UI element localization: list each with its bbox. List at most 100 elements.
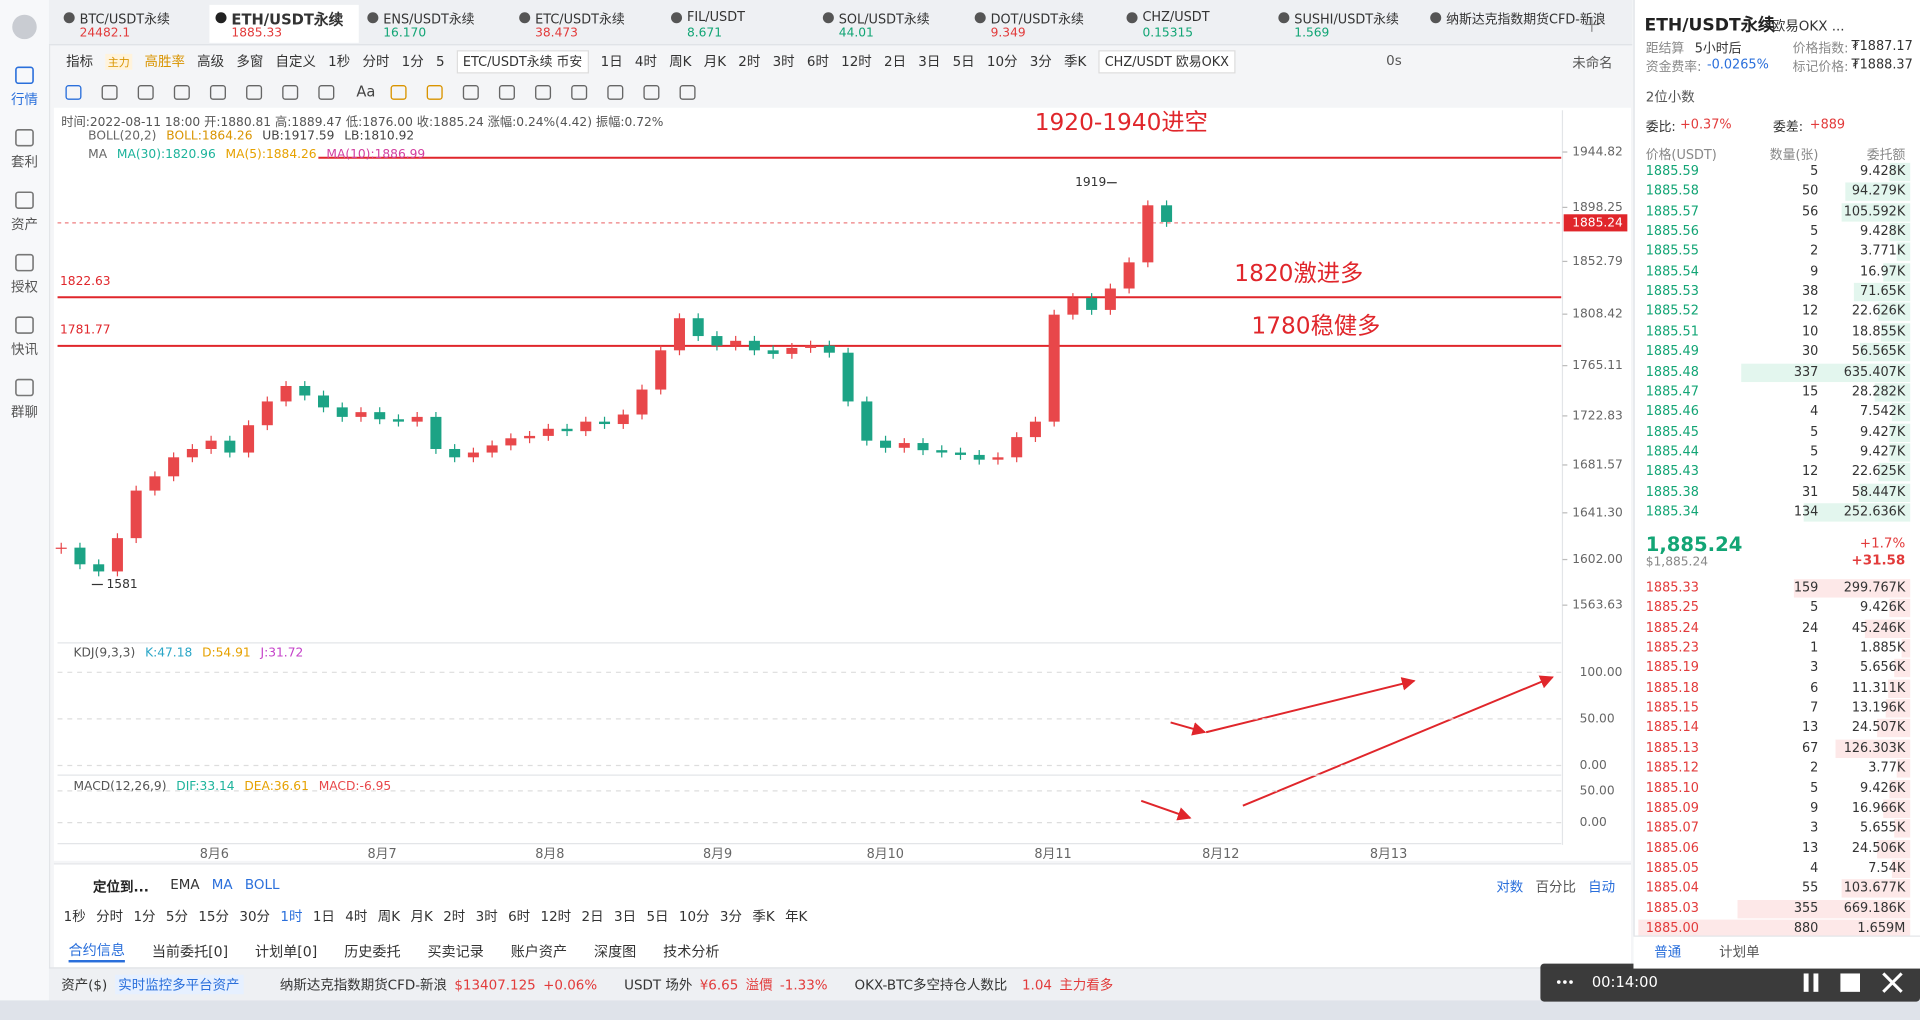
book-price[interactable]: 1885.19 xyxy=(1645,660,1699,676)
toolbar-item[interactable]: 高级 xyxy=(197,53,225,70)
bottom-tab[interactable]: 历史委托 xyxy=(344,942,401,961)
period-button[interactable]: 月K xyxy=(703,53,727,70)
period-button[interactable]: 5日 xyxy=(952,53,975,70)
indicator-button[interactable]: MA xyxy=(211,876,233,893)
period-button[interactable]: 周K xyxy=(669,53,692,70)
bottom-tab[interactable]: 计划单[0] xyxy=(255,942,318,961)
toolbar-item[interactable]: 自定义 xyxy=(275,53,316,70)
book-price[interactable]: 1885.25 xyxy=(1645,600,1699,616)
tab[interactable]: DOT/USDT永续 9.349 xyxy=(969,5,1118,43)
book-tab[interactable]: 普通 xyxy=(1654,944,1682,961)
sidebar-label[interactable]: 授权 xyxy=(11,279,38,296)
period-button[interactable]: 季K xyxy=(752,908,775,925)
scale-button[interactable]: 百分比 xyxy=(1535,879,1576,896)
period-button[interactable]: 6时 xyxy=(508,908,531,925)
sidebar-label[interactable]: 套利 xyxy=(11,154,38,171)
book-price[interactable]: 1885.24 xyxy=(1645,620,1699,636)
period-button[interactable]: 1时 xyxy=(280,908,303,925)
book-price[interactable]: 1885.34 xyxy=(1645,504,1699,520)
period-button[interactable]: 周K xyxy=(377,908,401,925)
period-button[interactable]: 2时 xyxy=(738,53,761,70)
book-price[interactable]: 1885.47 xyxy=(1645,384,1699,399)
period-button[interactable]: 3时 xyxy=(772,53,795,70)
period-button[interactable]: 季K xyxy=(1064,53,1087,70)
book-price[interactable]: 1885.51 xyxy=(1645,324,1699,339)
toolbar-item[interactable]: 指标 xyxy=(66,53,94,70)
period-button[interactable]: 分时 xyxy=(96,908,124,925)
period-button[interactable]: 5日 xyxy=(646,908,669,925)
book-price[interactable]: 1885.12 xyxy=(1645,760,1699,776)
book-price[interactable]: 1885.45 xyxy=(1645,424,1699,440)
period-button[interactable]: 4时 xyxy=(634,53,657,70)
book-price[interactable]: 1885.54 xyxy=(1645,264,1699,279)
book-price[interactable]: 1885.09 xyxy=(1645,800,1699,816)
period-button[interactable]: 1日 xyxy=(600,53,623,70)
period-button[interactable]: 2日 xyxy=(884,53,907,70)
book-price[interactable]: 1885.48 xyxy=(1645,364,1699,379)
bottom-tab[interactable]: 账户资产 xyxy=(510,942,568,961)
book-price[interactable]: 1885.07 xyxy=(1645,820,1699,836)
book-price[interactable]: 1885.58 xyxy=(1645,184,1699,199)
period-button[interactable]: 2日 xyxy=(581,908,604,925)
book-price[interactable]: 1885.03 xyxy=(1645,900,1699,916)
scale-button[interactable]: 自动 xyxy=(1588,879,1616,896)
tab[interactable]: SOL/USDT永续 44.01 xyxy=(817,5,966,43)
tab[interactable]: ETH/USDT永续 1885.33 xyxy=(209,4,359,43)
book-price[interactable]: 1885.10 xyxy=(1645,780,1699,796)
sidebar-label[interactable]: 行情 xyxy=(11,91,38,108)
book-price[interactable]: 1885.06 xyxy=(1645,840,1699,856)
book-price[interactable]: 1885.52 xyxy=(1645,304,1699,319)
book-price[interactable]: 1885.13 xyxy=(1645,740,1699,756)
book-tab[interactable]: 计划单 xyxy=(1719,944,1760,961)
indicator-button[interactable]: EMA xyxy=(170,876,200,893)
period-button[interactable]: 3分 xyxy=(719,908,742,925)
sidebar-label[interactable]: 快讯 xyxy=(11,341,38,358)
book-price[interactable]: 1885.53 xyxy=(1645,284,1699,299)
period-button[interactable]: 1分 xyxy=(133,908,156,925)
period-button[interactable]: 1日 xyxy=(312,908,335,925)
toolbar-item[interactable]: 5 xyxy=(435,53,445,70)
book-price[interactable]: 1885.33 xyxy=(1645,580,1699,596)
book-price[interactable]: 1885.38 xyxy=(1645,484,1699,500)
period-button[interactable]: 1秒 xyxy=(63,908,86,925)
period-button[interactable]: 2时 xyxy=(443,908,466,925)
sidebar-label[interactable]: 资产 xyxy=(11,216,38,233)
book-price[interactable]: 1885.15 xyxy=(1645,700,1699,716)
book-price[interactable]: 1885.46 xyxy=(1645,404,1699,420)
tab[interactable]: BTC/USDT永续 24482.1 xyxy=(58,5,207,43)
period-button[interactable]: 12时 xyxy=(841,53,872,70)
sidebar-label[interactable]: 群聊 xyxy=(11,404,38,421)
period-button[interactable]: 10分 xyxy=(986,53,1018,70)
period-button[interactable]: 4时 xyxy=(345,908,368,925)
book-price[interactable]: 1885.00 xyxy=(1645,920,1699,936)
period-button[interactable]: 10分 xyxy=(678,908,710,925)
book-price[interactable]: 1885.23 xyxy=(1645,640,1699,656)
tab[interactable]: CHZ/USDT 0.15315 xyxy=(1120,5,1269,43)
decimals-select[interactable]: 2位小数 xyxy=(1645,89,1695,106)
book-price[interactable]: 1885.56 xyxy=(1645,224,1699,239)
book-price[interactable]: 1885.59 xyxy=(1645,164,1699,179)
book-price[interactable]: 1885.55 xyxy=(1645,244,1699,259)
indicator-button[interactable]: BOLL xyxy=(244,876,280,893)
tab[interactable]: SUSHI/USDT永续 1.569 xyxy=(1272,5,1421,43)
period-button[interactable]: 3分 xyxy=(1029,53,1052,70)
layout-name[interactable]: 未命名 xyxy=(1572,55,1613,72)
toolbar-item[interactable]: 主力 xyxy=(105,53,133,70)
scale-button[interactable]: 对数 xyxy=(1496,879,1524,896)
period-button[interactable]: 5分 xyxy=(165,908,188,925)
tab[interactable]: 纳斯达克指数期货CFD-新浪 xyxy=(1424,5,1606,43)
bottom-tab[interactable]: 买卖记录 xyxy=(427,942,484,961)
bottom-tab[interactable]: 深度图 xyxy=(593,942,637,961)
bottom-tab[interactable]: 技术分析 xyxy=(663,942,720,961)
book-price[interactable]: 1885.57 xyxy=(1645,204,1699,219)
toolbar-item[interactable]: 1分 xyxy=(401,53,424,70)
period-button[interactable]: 3时 xyxy=(475,908,498,925)
font-tool[interactable]: Aa xyxy=(356,83,376,101)
period-button[interactable]: 12时 xyxy=(540,908,572,925)
period-button[interactable]: 15分 xyxy=(198,908,229,925)
book-price[interactable]: 1885.05 xyxy=(1645,860,1699,876)
period-button[interactable]: 月K xyxy=(410,908,433,925)
period-button[interactable]: 30分 xyxy=(239,908,271,925)
tab[interactable]: ETC/USDT永续 38.473 xyxy=(513,5,662,43)
toolbar-item[interactable]: 分时 xyxy=(362,53,390,70)
